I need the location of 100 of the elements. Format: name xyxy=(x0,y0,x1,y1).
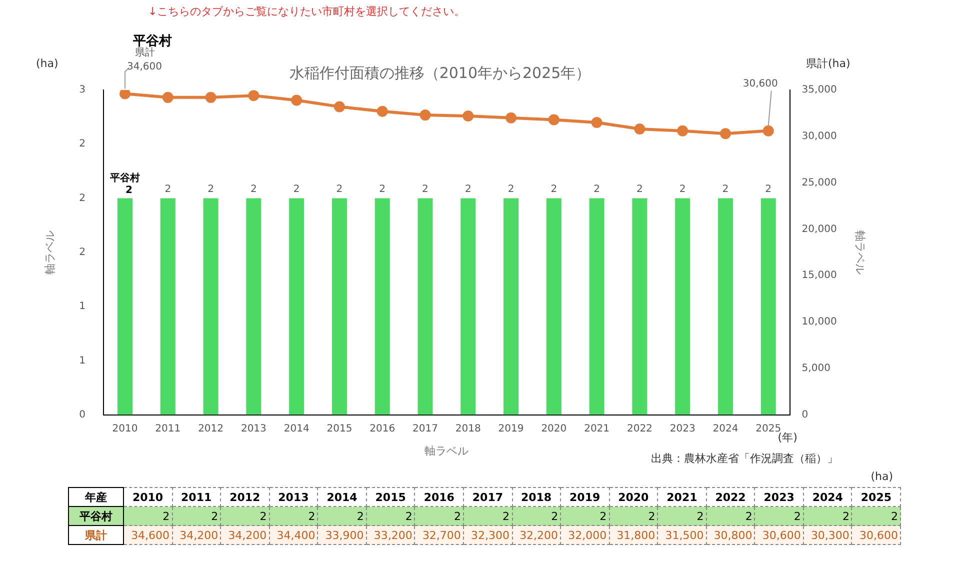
chart-title: 水稲作付面積の推移（2010年から2025年） xyxy=(289,64,591,82)
data-label: 2 xyxy=(679,184,686,195)
x-tick-label: 2020 xyxy=(541,423,567,434)
data-label: 2 xyxy=(208,184,214,195)
data-label: 2 xyxy=(512,506,561,526)
x-tick-label: 2012 xyxy=(198,423,224,434)
y2-tick-label: 5,000 xyxy=(802,362,830,374)
point xyxy=(420,110,431,121)
x-tick-label: 2011 xyxy=(172,488,221,506)
text: (ha) xyxy=(870,470,894,485)
text: ↓こちらのタブからご覧になりたい市町村を選択してください。 xyxy=(148,5,466,18)
source-note: 出典：農林水産省「作況調査（稲）」 xyxy=(651,452,838,465)
x-tick-label: 2019 xyxy=(560,488,610,506)
y-tick-label: 3 xyxy=(79,84,86,96)
x-tick-label: 2014 xyxy=(318,488,366,506)
y-tick-label: 2 xyxy=(79,138,86,150)
data-label: 33,200 xyxy=(366,526,415,544)
x-tick-label: 2025 xyxy=(852,488,900,506)
x-tick-label: 2015 xyxy=(326,423,352,434)
y-tick-label: 2 xyxy=(79,192,86,204)
data-label: 2 xyxy=(754,506,804,526)
x-tick-label: 2024 xyxy=(803,488,852,506)
x-tick-label: 2018 xyxy=(455,423,481,434)
data-label: 2 xyxy=(422,184,428,195)
point xyxy=(120,90,131,100)
y-axis-title: 軸ラベル xyxy=(44,230,57,274)
point xyxy=(506,112,517,124)
data-label: 2 xyxy=(172,506,221,526)
y2-tick-label: 30,000 xyxy=(802,130,837,142)
data-label: 34,200 xyxy=(220,526,270,544)
point xyxy=(720,128,731,140)
x-tick-label: 2011 xyxy=(155,423,181,434)
data-label: 30,600 xyxy=(754,526,804,544)
x-tick-label: 2013 xyxy=(240,423,266,434)
y-tick-label: 県計 xyxy=(68,526,124,544)
y-tick-label: 1 xyxy=(79,301,86,312)
data-label: 34,600 xyxy=(127,61,162,72)
x-tick-label: 2019 xyxy=(498,423,524,434)
data-label: 2 xyxy=(379,184,386,195)
data-label: 2 xyxy=(636,184,643,195)
y-tick-label: 平谷村 xyxy=(68,506,124,526)
x-tick-label: 2024 xyxy=(712,423,738,434)
data-label: 2 xyxy=(126,184,133,196)
y2-tick-label: 35,000 xyxy=(802,84,837,96)
data-label: 30,600 xyxy=(852,526,900,544)
x-tick-label: 2013 xyxy=(269,488,318,506)
x-tick-label: 2016 xyxy=(414,488,464,506)
x-tick-label: 2015 xyxy=(366,488,415,506)
data-label: 2 xyxy=(706,506,755,526)
data-label: 30,600 xyxy=(742,78,778,90)
y2-tick-label: 25,000 xyxy=(802,177,837,188)
data-label: 2 xyxy=(464,184,472,195)
data-label: 34,400 xyxy=(269,526,318,544)
x-tick-label: 2016 xyxy=(370,423,396,434)
y-tick-label: 0 xyxy=(79,409,86,420)
data-label: 2 xyxy=(293,184,300,195)
point xyxy=(248,90,260,102)
data-label: 2 xyxy=(220,506,270,526)
data-label: 2 xyxy=(269,506,318,526)
data-label: 30,300 xyxy=(803,526,852,544)
data-label: 2 xyxy=(318,506,366,526)
point xyxy=(334,101,345,112)
x-tick-label: 2017 xyxy=(412,423,438,434)
x-tick-label: 2010 xyxy=(112,423,138,434)
data-label: 2 xyxy=(803,506,852,526)
data-label: 2 xyxy=(852,506,900,526)
data-label: 2 xyxy=(124,506,172,526)
point xyxy=(205,92,216,103)
data-label: 30,800 xyxy=(706,526,755,544)
data-label: 31,800 xyxy=(609,526,658,544)
x-tick-label: 2023 xyxy=(670,423,696,434)
x-tick-label: 2022 xyxy=(706,488,755,506)
x-tick-label: 2010 xyxy=(124,488,172,506)
data-label: 32,200 xyxy=(512,526,561,544)
y2-tick-label: 20,000 xyxy=(802,224,837,235)
x-tick-label: 2021 xyxy=(584,423,610,434)
data-label: 33,900 xyxy=(318,526,366,544)
point xyxy=(677,125,688,136)
point xyxy=(462,110,474,122)
data-label: 2 xyxy=(336,184,343,195)
y2-tick-label: 10,000 xyxy=(802,316,837,328)
data-label: 32,000 xyxy=(560,526,610,544)
y2-axis-title: 軸ラベル xyxy=(853,230,866,274)
data-label: 2 xyxy=(414,506,464,526)
point xyxy=(548,114,560,126)
data-label: 2 xyxy=(765,184,772,195)
data-label: 2 xyxy=(164,184,172,195)
data-label: 2 xyxy=(550,184,558,195)
x-tick-label: 2014 xyxy=(284,423,310,434)
point xyxy=(376,106,388,117)
data-label: 32,700 xyxy=(414,526,464,544)
text: (ha) xyxy=(36,57,58,70)
data-label: 34,600 xyxy=(124,526,172,544)
x-tick-label: 2023 xyxy=(754,488,804,506)
data-label: 2 xyxy=(250,184,257,195)
y-tick-label: 1 xyxy=(79,355,86,366)
x-tick-label: 2020 xyxy=(609,488,658,506)
x-tick-label: 2017 xyxy=(463,488,512,506)
data-label: 34,200 xyxy=(172,526,221,544)
data-label: 2 xyxy=(366,506,415,526)
